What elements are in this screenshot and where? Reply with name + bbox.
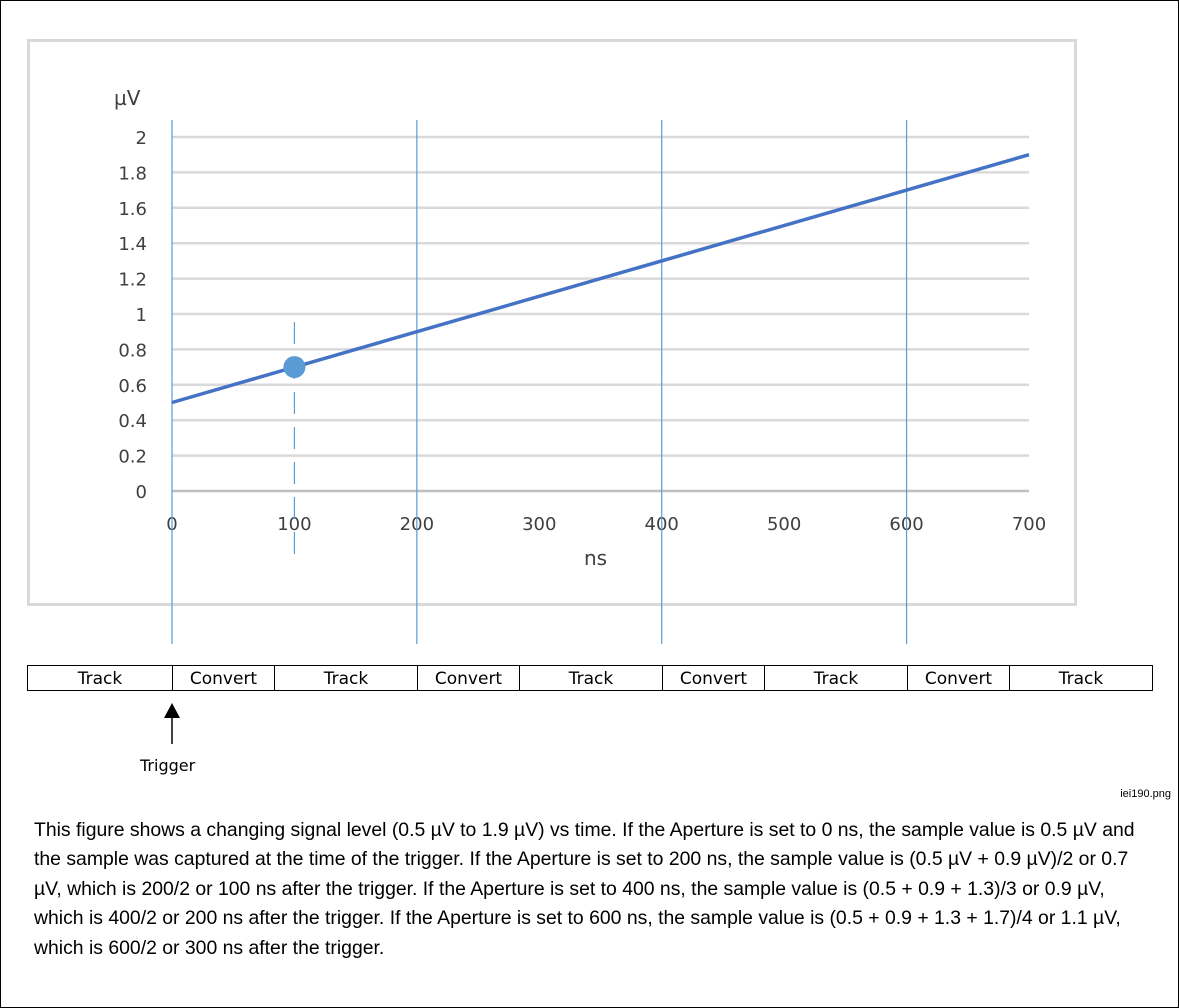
y-tick-label: 0.8 xyxy=(118,340,147,361)
y-tick-label: 1 xyxy=(136,305,147,326)
y-tick-label: 1.2 xyxy=(118,270,147,291)
y-tick-label: 1.6 xyxy=(118,199,147,220)
y-tick-label: 0.6 xyxy=(118,376,147,397)
y-tick-label: 1.4 xyxy=(118,234,147,255)
x-tick-label: 500 xyxy=(767,514,801,535)
x-axis-label: ns xyxy=(584,546,608,570)
phase-track: Track xyxy=(520,666,663,690)
phase-track: Track xyxy=(1058,669,1104,689)
y-tick-label: 0.4 xyxy=(118,411,147,432)
phase-timeline: Track Convert Track Convert Track Conver… xyxy=(27,665,1153,691)
y-tick-label: 0.2 xyxy=(118,447,147,468)
phase-track: Track xyxy=(28,666,173,690)
x-tick-label: 700 xyxy=(1012,514,1046,535)
phase-convert: Convert xyxy=(418,666,520,690)
y-tick-label: 2 xyxy=(136,128,147,149)
phase-convert: Convert xyxy=(663,666,765,690)
phase-convert: Convert xyxy=(908,666,1010,690)
phase-track: Track xyxy=(275,666,418,690)
signal-line xyxy=(171,153,1030,405)
x-tick-label: 100 xyxy=(277,514,311,535)
y-axis-label: µV xyxy=(114,86,141,110)
figure-filename: iei190.png xyxy=(1120,788,1171,800)
figure-caption: This figure shows a changing signal leve… xyxy=(34,819,1135,959)
phase-track: Track xyxy=(765,666,908,690)
y-tick-label: 1.8 xyxy=(118,163,147,184)
x-tick-label: 300 xyxy=(522,514,556,535)
phase-convert: Convert xyxy=(173,666,275,690)
trigger-label: Trigger xyxy=(140,756,196,775)
sample-point-marker xyxy=(283,356,306,379)
y-tick-label: 0 xyxy=(136,482,147,503)
chart-area xyxy=(27,39,1077,606)
